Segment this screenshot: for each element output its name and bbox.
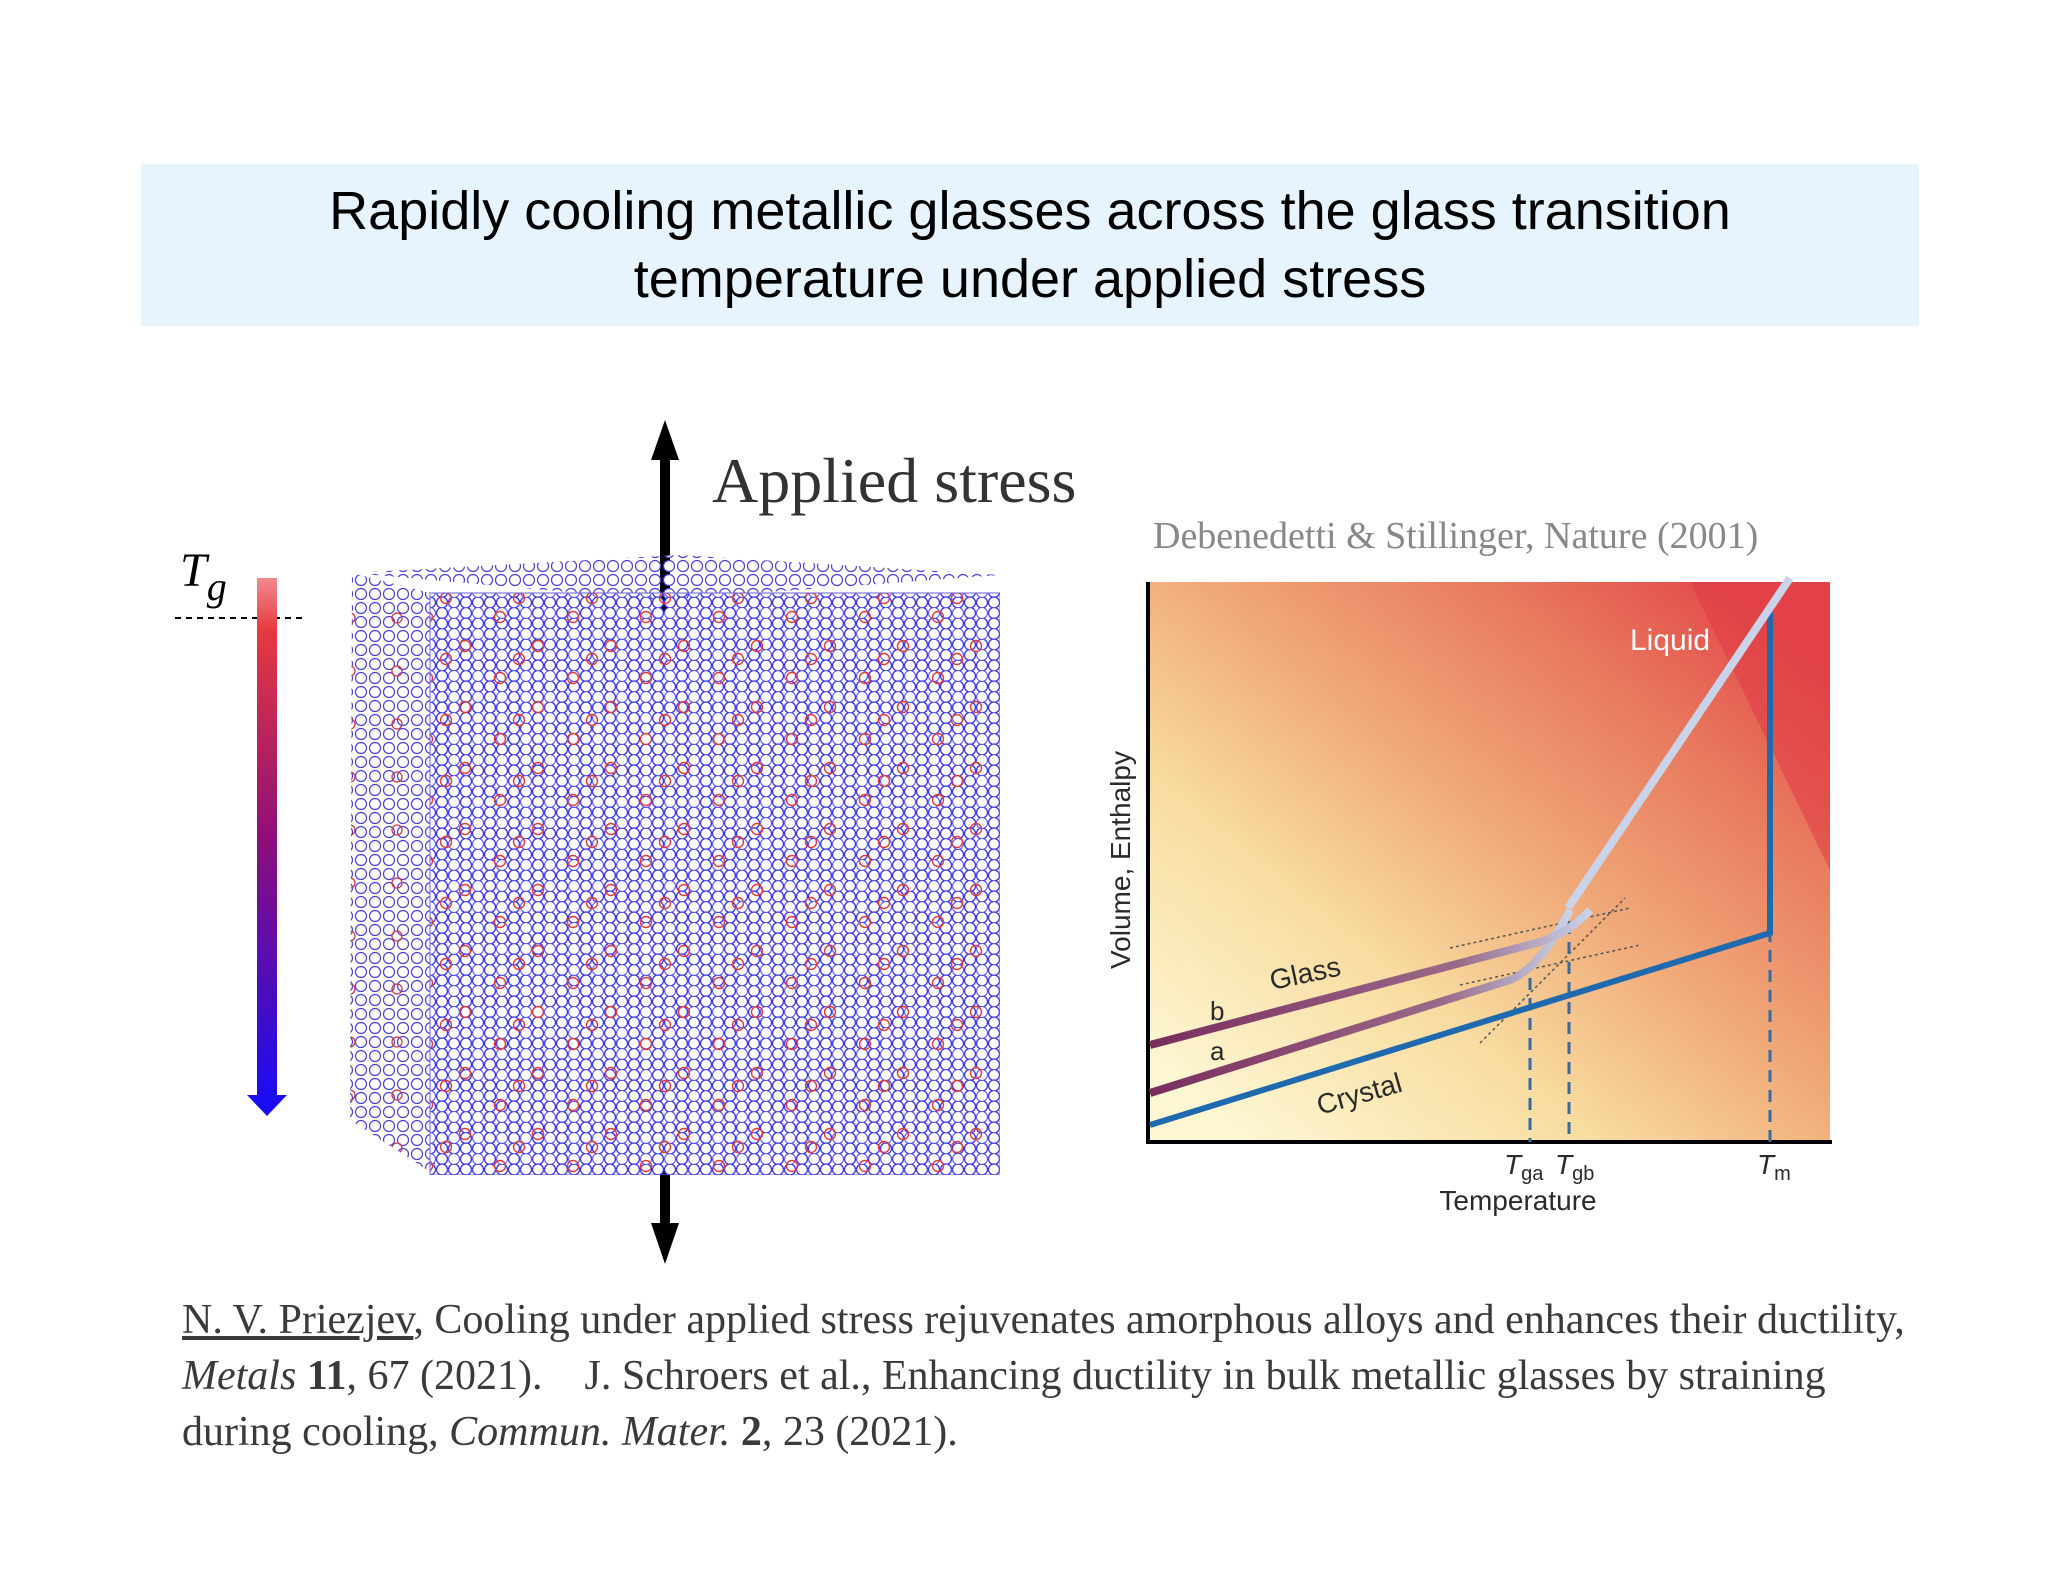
diagram-background <box>1148 582 1830 1142</box>
applied-stress-label: Applied stress <box>712 445 1077 516</box>
x-axis-title: Temperature <box>1439 1185 1596 1216</box>
stress-arrow-up-shaft <box>660 458 670 614</box>
tg-label: Tg <box>180 543 227 610</box>
tg-subscript: g <box>206 564 227 609</box>
citation-part-3: , 23 (2021). <box>761 1409 958 1455</box>
cooling-arrow-graphic <box>175 578 305 1116</box>
cooling-arrow-head <box>247 1095 287 1116</box>
stress-arrow-down-head <box>651 1223 679 1264</box>
title-banner: Rapidly cooling metallic glasses across … <box>141 164 1919 326</box>
tga-tick-label: Tga <box>1504 1149 1544 1185</box>
curve-a-label: a <box>1210 1036 1225 1066</box>
stress-arrows <box>651 420 679 1264</box>
tgb-tick-label: Tgb <box>1555 1149 1594 1185</box>
liquid-line <box>1564 575 1794 911</box>
citation-space-1 <box>296 1353 307 1399</box>
slide-title-line-2: temperature under applied stress <box>633 249 1427 309</box>
tg-symbol: T <box>180 544 207 597</box>
glass-curve-b <box>1148 907 1593 1049</box>
citation-journal-2: Commun. Mater. <box>449 1409 731 1455</box>
glass-curve-a <box>1148 908 1574 1097</box>
curve-b-label: b <box>1210 996 1224 1026</box>
citation-volume-2: 2 <box>740 1409 762 1455</box>
stress-arrow-down-shaft <box>660 1168 670 1228</box>
diagram-source-label: Debenedetti & Stillinger, Nature (2001) <box>1153 515 1759 557</box>
citation-part-1: , Cooling under applied stress rejuvenat… <box>413 1297 1905 1343</box>
citation-volume-1: 11 <box>306 1353 347 1399</box>
citation-part-2: , 67 (2021). J. Schroers et al., Enhanci… <box>182 1353 1837 1455</box>
cube-top-face <box>352 555 1000 600</box>
citation-space-2 <box>730 1409 741 1455</box>
slide-title-line-1: Rapidly cooling metallic glasses across … <box>329 181 1731 241</box>
y-axis-title: Volume, Enthalpy <box>1105 751 1136 969</box>
crystal-line <box>1149 612 1773 1128</box>
citation-text: N. V. Priezjev, Cooling under applied st… <box>182 1292 1942 1460</box>
cooling-arrow-shaft <box>257 578 277 1100</box>
stress-arrow-up-head <box>651 420 679 460</box>
citation-journal-1: Metals <box>182 1353 297 1399</box>
tm-tick-label: Tm <box>1757 1149 1791 1185</box>
liquid-label: Liquid <box>1630 624 1710 657</box>
citation-author-link[interactable]: N. V. Priezjev <box>182 1297 414 1343</box>
phase-diagram: Liquid Glass Crystal b a Tga Tgb Tm Temp… <box>1105 575 1832 1216</box>
simulation-cube <box>350 555 1000 1175</box>
